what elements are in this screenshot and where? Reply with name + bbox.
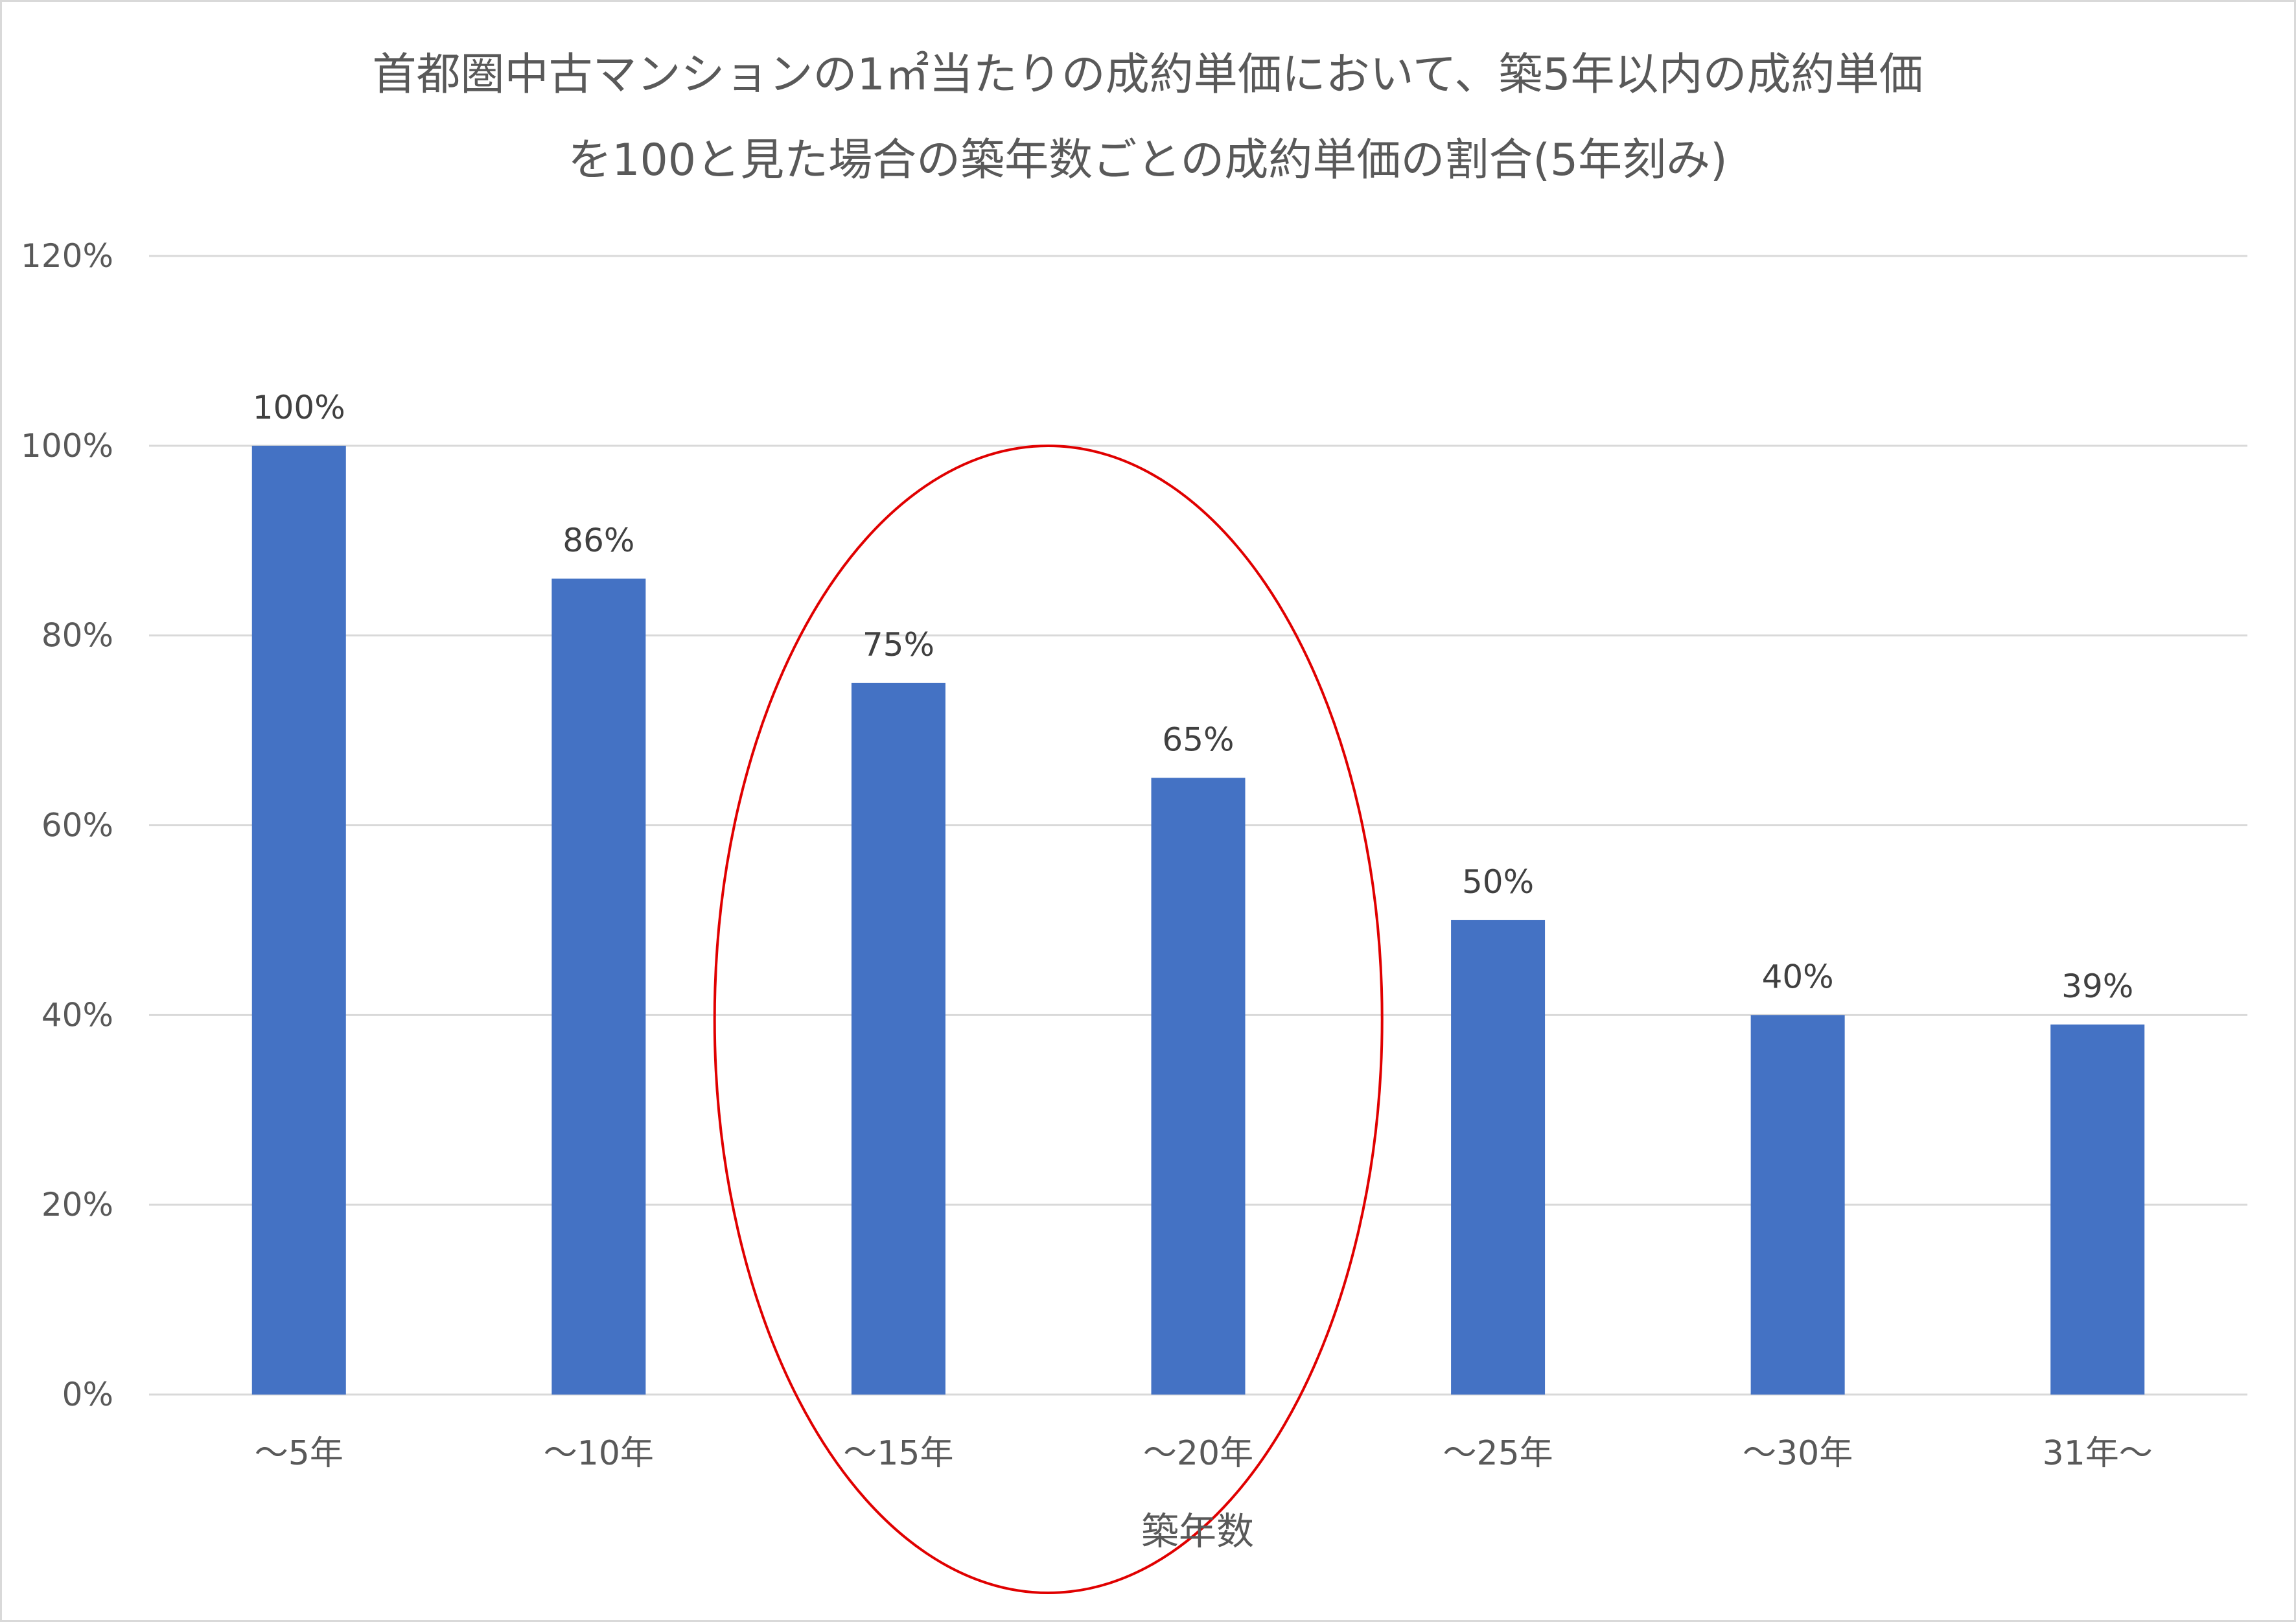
- gridlines: [149, 255, 2247, 1396]
- x-tick-label: ～15年: [843, 1434, 953, 1473]
- y-tick-label: 40%: [41, 996, 113, 1034]
- data-label: 50%: [1462, 863, 1534, 901]
- bar: [1451, 920, 1546, 1395]
- bar: [251, 445, 346, 1395]
- x-axis-categories: ～5年 ～10年 ～15年 ～20年 ～25年 ～30年 31年～: [255, 1434, 2153, 1473]
- y-tick-label: 120%: [21, 237, 113, 275]
- chart-title-line-2: を100と見た場合の築年数ごとの成約単価の割合(5年刻み): [568, 135, 1727, 186]
- x-axis-title: 築年数: [1141, 1509, 1254, 1553]
- x-tick-label: ～5年: [255, 1434, 343, 1473]
- data-label: 86%: [562, 522, 634, 559]
- y-tick-label: 60%: [41, 807, 113, 844]
- x-tick-label: 31年～: [2043, 1434, 2153, 1473]
- y-tick-label: 80%: [41, 617, 113, 655]
- y-tick-label: 0%: [62, 1376, 113, 1413]
- x-tick-label: ～25年: [1443, 1434, 1553, 1473]
- x-tick-label: ～10年: [544, 1434, 654, 1473]
- data-label: 39%: [2061, 967, 2133, 1005]
- highlight-ellipse: [713, 445, 1384, 1594]
- chart-title-line-1: 首都圏中古マンションの1㎡当たりの成約単価において、築5年以内の成約単価: [372, 49, 1923, 100]
- bar: [2050, 1024, 2145, 1395]
- data-labels: 100% 86% 75% 65% 50% 40% 39%: [253, 389, 2133, 1005]
- data-label: 65%: [1162, 721, 1234, 758]
- bar: [1750, 1015, 1845, 1395]
- x-tick-label: ～20年: [1143, 1434, 1253, 1473]
- data-label: 40%: [1762, 958, 1834, 995]
- bar: [851, 682, 945, 1395]
- highlight-layer: [713, 445, 1384, 1594]
- y-axis-ticks: 0% 20% 40% 60% 80% 100% 120%: [21, 237, 113, 1413]
- data-label: 100%: [253, 389, 345, 426]
- bar: [551, 578, 646, 1395]
- x-tick-label: ～30年: [1743, 1434, 1853, 1473]
- data-label: 75%: [863, 626, 934, 664]
- y-tick-label: 20%: [41, 1186, 113, 1223]
- bars: [251, 445, 2145, 1395]
- y-tick-label: 100%: [21, 427, 113, 465]
- bar: [1151, 778, 1246, 1395]
